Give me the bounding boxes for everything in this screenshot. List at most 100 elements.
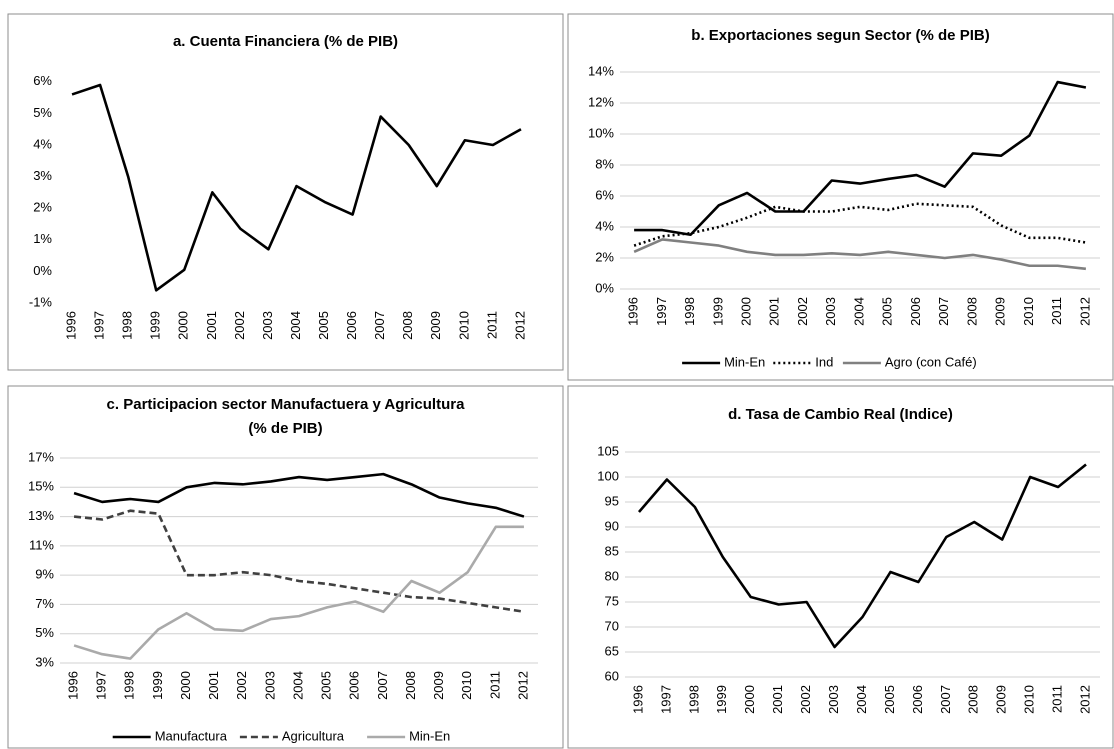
x-tick-label: 2011 (487, 671, 502, 699)
x-tick-label: 2004 (290, 671, 305, 700)
x-tick-label: 2002 (232, 311, 247, 340)
x-tick-label: 2007 (375, 671, 390, 700)
chart-title: a. Cuenta Financiera (% de PIB) (173, 33, 398, 50)
x-tick-label: 1996 (626, 297, 641, 326)
x-tick-label: 2002 (795, 297, 810, 326)
x-tick-label: 2009 (993, 297, 1008, 326)
y-tick-label: 7% (35, 596, 54, 611)
legend-label: Min-En (409, 728, 450, 743)
x-tick-label: 2009 (431, 671, 446, 700)
x-tick-label: 2004 (851, 297, 866, 326)
x-tick-label: 2005 (880, 297, 895, 326)
panel-border (7, 385, 564, 749)
legend-label: Agro (con Café) (885, 354, 977, 369)
y-tick-label: 3% (35, 654, 54, 669)
x-tick-label: 2000 (178, 671, 193, 700)
y-tick-label: 10% (588, 125, 614, 140)
series-line (634, 80, 1087, 237)
series-line (637, 463, 1087, 649)
x-tick-label: 1999 (148, 311, 163, 340)
x-tick-label: 2001 (770, 685, 785, 714)
y-tick-label: -1% (29, 294, 53, 309)
x-tick-label: 2008 (966, 685, 981, 714)
x-tick-label: 2007 (372, 311, 387, 340)
x-tick-label: 1996 (630, 685, 645, 714)
panel-border (567, 13, 1114, 381)
y-tick-label: 90 (605, 518, 619, 533)
x-tick-label: 1997 (94, 671, 109, 700)
panel-border (567, 385, 1114, 749)
y-tick-label: 4% (595, 218, 614, 233)
x-tick-label: 2007 (936, 297, 951, 326)
x-tick-label: 2006 (908, 297, 923, 326)
series-line (73, 472, 525, 518)
x-tick-label: 2000 (738, 297, 753, 326)
y-tick-label: 4% (33, 136, 52, 151)
y-tick-label: 11% (29, 537, 54, 552)
x-tick-label: 2012 (515, 671, 530, 700)
chart-title: d. Tasa de Cambio Real (Indice) (728, 406, 953, 423)
legend-label: Agricultura (282, 728, 345, 743)
x-tick-label: 2010 (456, 311, 471, 340)
legend-label: Ind (815, 354, 833, 369)
x-tick-label: 2009 (428, 311, 443, 340)
x-tick-label: 2011 (484, 311, 499, 339)
x-tick-label: 1997 (92, 311, 107, 340)
y-tick-label: 6% (595, 187, 614, 202)
series-line (633, 202, 1087, 247)
chart-title: (% de PIB) (248, 420, 322, 437)
x-tick-label: 1996 (63, 311, 78, 340)
x-tick-label: 1999 (714, 685, 729, 714)
x-tick-label: 1998 (122, 671, 137, 700)
y-tick-label: 9% (35, 567, 54, 582)
y-tick-label: 15% (28, 479, 54, 494)
x-tick-label: 2012 (1077, 685, 1092, 714)
x-tick-label: 2011 (1050, 685, 1065, 713)
x-tick-label: 2009 (994, 685, 1009, 714)
y-tick-label: 60 (605, 668, 619, 683)
x-tick-label: 2012 (512, 311, 527, 340)
x-tick-label: 1996 (65, 671, 80, 700)
series-line (633, 238, 1087, 271)
x-tick-label: 2012 (1077, 297, 1092, 326)
y-tick-label: 14% (588, 63, 614, 78)
y-tick-label: 80 (605, 568, 619, 583)
x-tick-label: 2005 (316, 311, 331, 340)
y-tick-label: 12% (588, 94, 614, 109)
y-tick-label: 8% (595, 156, 614, 171)
y-tick-label: 95 (605, 493, 619, 508)
x-tick-label: 2001 (767, 297, 782, 326)
panel-border (7, 13, 564, 371)
x-tick-label: 2003 (823, 297, 838, 326)
chart-title: c. Participacion sector Manufactuera y A… (107, 396, 466, 413)
y-tick-label: 0% (595, 280, 614, 295)
x-tick-label: 2000 (176, 311, 191, 340)
y-tick-label: 1% (33, 231, 52, 246)
x-tick-label: 1999 (150, 671, 165, 700)
x-tick-label: 2005 (319, 671, 334, 700)
y-tick-label: 5% (33, 105, 52, 120)
series-line (73, 525, 524, 660)
y-tick-label: 75 (605, 593, 619, 608)
x-tick-label: 1999 (710, 297, 725, 326)
x-tick-label: 2002 (234, 671, 249, 700)
series-line (71, 83, 522, 292)
x-tick-label: 2003 (260, 311, 275, 340)
legend-label: Manufactura (155, 728, 228, 743)
y-tick-label: 100 (597, 468, 619, 483)
y-tick-label: 3% (33, 168, 52, 183)
x-tick-label: 2007 (938, 685, 953, 714)
x-tick-label: 2008 (400, 311, 415, 340)
x-tick-label: 2010 (459, 671, 474, 700)
y-tick-label: 17% (28, 449, 54, 464)
x-tick-label: 2011 (1049, 297, 1064, 325)
y-tick-label: 2% (33, 200, 52, 215)
x-tick-label: 2008 (403, 671, 418, 700)
x-tick-label: 2006 (347, 671, 362, 700)
x-tick-label: 2004 (854, 685, 869, 714)
x-tick-label: 1998 (682, 297, 697, 326)
legend-label: Min-En (724, 354, 765, 369)
x-tick-label: 1997 (658, 685, 673, 714)
x-tick-label: 1997 (654, 297, 669, 326)
y-tick-label: 85 (605, 543, 619, 558)
